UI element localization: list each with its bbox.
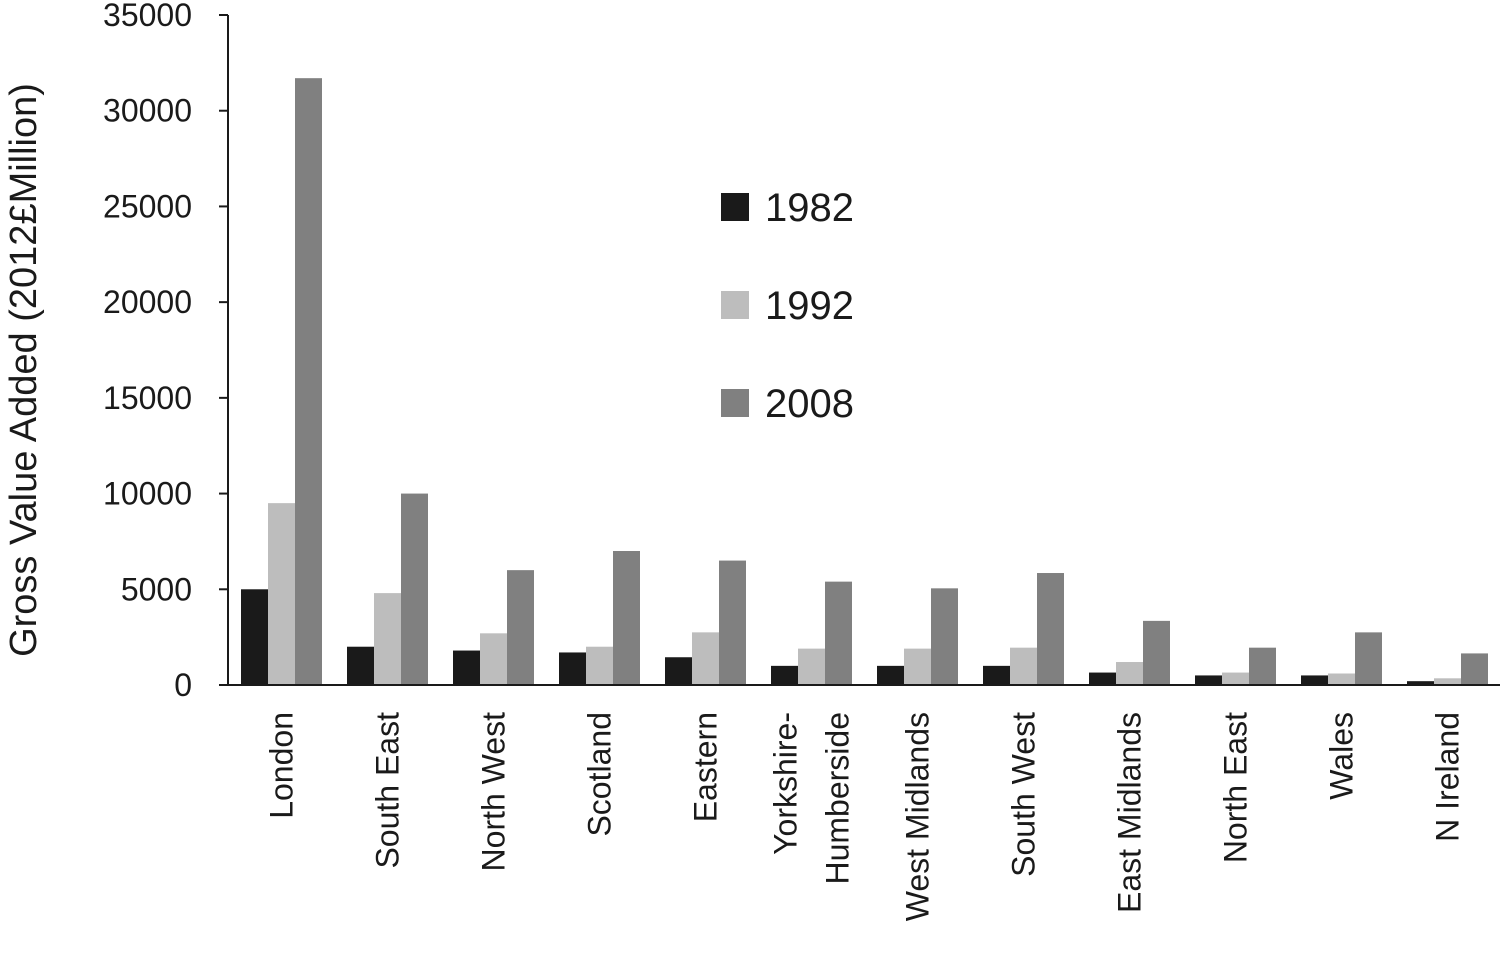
bars — [241, 78, 1488, 685]
x-category-label: Yorkshire- — [768, 712, 804, 855]
bar-1992 — [1434, 678, 1461, 685]
y-axis-ticks: 0 5000 10000 15000 20000 25000 30000 35000 — [103, 0, 228, 703]
bar-1982 — [559, 652, 586, 685]
bar-1992 — [1010, 647, 1037, 685]
x-category-label: Scotland — [582, 712, 618, 837]
legend-swatch-1982 — [721, 193, 749, 221]
bar-1992 — [798, 648, 825, 685]
y-tick-label: 25000 — [103, 188, 192, 224]
bar-2008 — [1249, 647, 1276, 685]
x-category-label: North West — [476, 712, 512, 872]
x-category-label: South East — [370, 712, 406, 869]
y-tick-label: 30000 — [103, 93, 192, 129]
bar-2008 — [1143, 620, 1170, 685]
bar-1992 — [904, 648, 931, 685]
x-category-label: Eastern — [688, 712, 724, 822]
bar-2008 — [401, 493, 428, 685]
bar-1982 — [771, 665, 798, 685]
bar-1982 — [1195, 675, 1222, 685]
bar-1982 — [347, 646, 374, 685]
legend-label-1992: 1992 — [765, 284, 854, 328]
bar-1992 — [374, 593, 401, 685]
bar-1992 — [480, 633, 507, 685]
y-tick-label: 15000 — [103, 380, 192, 416]
x-category-label: South West — [1006, 712, 1042, 877]
bar-1982 — [1407, 681, 1434, 685]
bar-1982 — [983, 665, 1010, 685]
x-category-label: West Midlands — [900, 712, 936, 921]
bar-2008 — [825, 581, 852, 685]
legend-label-2008: 2008 — [765, 382, 854, 426]
y-tick-label: 0 — [174, 667, 192, 703]
bar-1982 — [665, 657, 692, 685]
axes — [227, 15, 1500, 686]
y-tick-label: 5000 — [121, 571, 192, 607]
bar-2008 — [1037, 573, 1064, 685]
x-category-label: Humberside — [820, 712, 856, 885]
bar-1992 — [1328, 673, 1355, 685]
legend-swatch-2008 — [721, 389, 749, 417]
y-tick-label: 35000 — [103, 0, 192, 33]
x-axis-labels: London South East North West Scotland Easter… — [264, 712, 1466, 921]
y-tick-label: 10000 — [103, 476, 192, 512]
bar-1992 — [268, 503, 295, 685]
bar-2008 — [719, 560, 746, 685]
y-axis-title: Gross Value Added (2012£Million) — [3, 83, 45, 657]
bar-1992 — [1222, 672, 1249, 685]
x-category-label: London — [264, 712, 300, 819]
x-category-label: N Ireland — [1430, 712, 1466, 842]
y-tick-label: 20000 — [103, 284, 192, 320]
bar-1982 — [453, 650, 480, 685]
bar-2008 — [507, 570, 534, 685]
bar-2008 — [931, 588, 958, 685]
x-category-label: Wales — [1324, 712, 1360, 800]
bar-1992 — [692, 632, 719, 685]
legend: 1982 1992 2008 — [721, 186, 854, 426]
legend-label-1982: 1982 — [765, 186, 854, 230]
bar-1992 — [1116, 662, 1143, 685]
x-category-label: North East — [1218, 712, 1254, 863]
bar-2008 — [613, 551, 640, 685]
bar-1992 — [586, 646, 613, 685]
bar-1982 — [241, 589, 268, 685]
x-category-label: East Midlands — [1112, 712, 1148, 913]
bar-1982 — [877, 665, 904, 685]
legend-swatch-1992 — [721, 291, 749, 319]
bar-1982 — [1089, 672, 1116, 685]
bar-2008 — [295, 78, 322, 685]
bar-2008 — [1355, 632, 1382, 685]
bar-1982 — [1301, 675, 1328, 685]
bar-2008 — [1461, 653, 1488, 685]
